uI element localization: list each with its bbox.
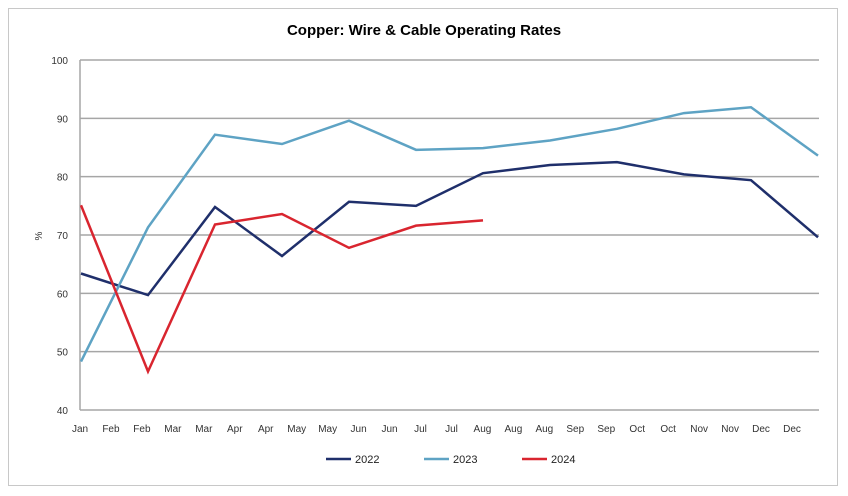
x-tick-label: Feb — [102, 424, 120, 435]
y-tick-label: 40 — [57, 406, 69, 417]
x-tick-label: Feb — [133, 424, 151, 435]
y-tick-label: 70 — [57, 231, 69, 242]
x-tick-label: May — [318, 424, 337, 435]
series-line-2022 — [80, 160, 819, 297]
x-tick-label: Apr — [227, 424, 243, 435]
y-tick-label: 80 — [57, 173, 69, 184]
x-tick-label: Jul — [445, 424, 458, 435]
chart-frame — [8, 8, 838, 486]
x-tick-label: Jul — [414, 424, 427, 435]
series-line-2023 — [79, 105, 819, 363]
x-tick-label: Oct — [629, 424, 645, 435]
x-tick-label: Aug — [474, 424, 492, 435]
y-tick-label: 90 — [57, 114, 69, 125]
x-tick-label: Oct — [660, 424, 676, 435]
x-tick-label: Apr — [258, 424, 274, 435]
x-tick-label: Sep — [597, 424, 615, 435]
x-tick-label: Jun — [382, 424, 398, 435]
y-tick-label: 50 — [57, 348, 69, 359]
x-tick-label: Jun — [351, 424, 367, 435]
x-tick-label: May — [287, 424, 306, 435]
x-tick-label: Aug — [535, 424, 553, 435]
x-tick-label: Sep — [566, 424, 584, 435]
chart-title: Copper: Wire & Cable Operating Rates — [286, 22, 562, 39]
y-axis-label: % — [34, 231, 45, 240]
y-tick-label: 100 — [51, 56, 68, 67]
x-tick-label: Mar — [164, 424, 182, 435]
legend-label-2024: 2024 — [551, 454, 575, 466]
x-tick-label: Nov — [690, 424, 708, 435]
x-tick-label: Mar — [195, 424, 213, 435]
y-tick-label: 60 — [57, 289, 69, 300]
legend-label-2022: 2022 — [355, 454, 379, 466]
x-tick-label: Jan — [72, 424, 88, 435]
x-tick-label: Dec — [752, 424, 770, 435]
x-tick-label: Dec — [783, 424, 801, 435]
x-tick-label: Aug — [504, 424, 522, 435]
x-tick-label: Nov — [721, 424, 739, 435]
legend-label-2023: 2023 — [453, 454, 477, 466]
series-line-2024 — [79, 204, 484, 375]
